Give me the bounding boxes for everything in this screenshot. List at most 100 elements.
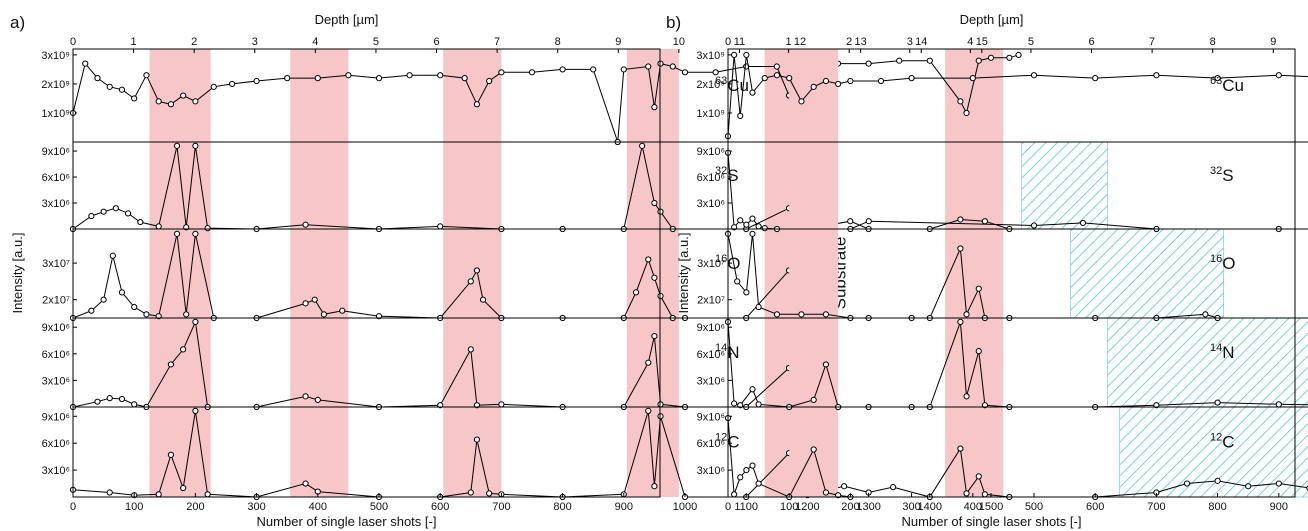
data-point xyxy=(1092,75,1099,82)
isotope-element: N xyxy=(727,343,739,362)
data-point xyxy=(669,63,676,70)
data-point xyxy=(253,77,260,85)
isotope-mass: 14 xyxy=(715,342,727,354)
y-tick-label: 1x10⁹ xyxy=(696,108,725,120)
panel-a: Substrate1x10⁹2x10⁹3x10⁹63Cu3x10⁶6x10⁶9x… xyxy=(10,12,1022,529)
data-point xyxy=(681,69,689,76)
depth-tick-label: 0 xyxy=(70,36,76,48)
depth-tick-label: 3 xyxy=(907,36,913,48)
x-tick-label: 1000 xyxy=(673,501,697,513)
y-tick-label: 3x10⁹ xyxy=(696,50,725,62)
data-point xyxy=(180,484,187,492)
y-tick-label: 3x10⁶ xyxy=(697,198,725,210)
data-point xyxy=(963,490,970,497)
data-point xyxy=(498,401,505,408)
y-tick-label: 3x10⁶ xyxy=(42,465,70,477)
data-point xyxy=(865,218,872,225)
x-axis-label: Number of single laser shots [-] xyxy=(257,514,437,529)
data-point xyxy=(467,346,474,353)
data-point xyxy=(810,446,817,453)
data-point xyxy=(100,296,107,303)
data-point xyxy=(639,142,646,149)
data-point xyxy=(100,208,107,215)
data-point xyxy=(737,217,744,224)
plot-frame xyxy=(727,48,1296,498)
data-point xyxy=(749,462,756,469)
data-point xyxy=(632,289,640,296)
highlight-band xyxy=(443,49,502,497)
depth-tick-label: 8 xyxy=(1210,36,1216,48)
y-tick-label: 9x10⁶ xyxy=(42,322,70,334)
data-point xyxy=(183,311,190,318)
series-line-14N xyxy=(727,321,1308,408)
data-point xyxy=(590,66,597,73)
data-point xyxy=(1030,72,1038,79)
isotope-label-14N: 14N xyxy=(1210,342,1235,362)
isotope-label-63Cu: 63Cu xyxy=(1210,75,1244,95)
data-point xyxy=(651,483,658,490)
data-point xyxy=(106,395,113,402)
isotope-element: S xyxy=(1222,166,1233,185)
series-line-12C xyxy=(72,410,1010,498)
data-point xyxy=(473,101,481,108)
data-point xyxy=(908,75,915,82)
data-point xyxy=(155,491,162,498)
depth-tick-label: 7 xyxy=(494,36,500,48)
data-point xyxy=(302,480,309,487)
data-point xyxy=(651,199,658,207)
data-point xyxy=(841,483,848,490)
data-point xyxy=(88,307,95,314)
data-point xyxy=(173,142,181,149)
panel-b: Substrate1x10⁹2x10⁹3x10⁹63Cu3x10⁶6x10⁶9x… xyxy=(666,12,1308,529)
y-tick-label: 6x10⁶ xyxy=(697,349,725,361)
isotope-element: S xyxy=(727,166,738,185)
data-point xyxy=(1153,72,1160,79)
x-tick-label: 1300 xyxy=(856,501,880,513)
isotope-element: C xyxy=(1222,433,1234,452)
series-line-12C xyxy=(727,418,1308,498)
isotope-label-12C: 12C xyxy=(1210,432,1235,452)
panel-label: b) xyxy=(666,13,681,32)
data-point xyxy=(822,489,830,496)
data-point xyxy=(528,69,536,76)
hatched-region xyxy=(1070,228,1225,319)
data-point xyxy=(467,278,474,285)
data-point xyxy=(473,436,481,443)
data-point xyxy=(473,267,481,274)
data-point xyxy=(865,60,872,67)
data-point xyxy=(1245,483,1252,490)
data-point xyxy=(957,245,964,252)
data-point xyxy=(651,332,658,340)
data-point xyxy=(1275,401,1282,408)
data-point xyxy=(889,484,897,491)
data-point xyxy=(143,311,150,318)
depth-tick-label: 15 xyxy=(976,36,988,48)
data-point xyxy=(737,474,744,481)
data-point xyxy=(645,256,652,263)
isotope-label-16O: 16O xyxy=(1210,253,1235,273)
data-point xyxy=(461,75,468,82)
data-point xyxy=(131,95,138,102)
depth-tick-label: 4 xyxy=(967,36,973,48)
data-point xyxy=(749,230,756,237)
data-point xyxy=(975,348,982,355)
x-tick-label: 900 xyxy=(1270,501,1288,513)
data-point xyxy=(1214,399,1221,406)
series-line-16O xyxy=(72,233,1010,319)
data-point xyxy=(1079,219,1087,227)
data-point xyxy=(773,72,781,79)
isotope-element: O xyxy=(1222,254,1235,273)
data-point xyxy=(131,303,138,311)
isotope-element: Cu xyxy=(1222,76,1244,95)
data-point xyxy=(131,401,138,408)
isotope-mass: 63 xyxy=(715,75,727,87)
data-point xyxy=(743,289,750,296)
x-tick-label: 800 xyxy=(553,501,571,513)
depth-tick-label: 6 xyxy=(1088,36,1094,48)
data-point xyxy=(657,413,664,420)
data-point xyxy=(192,230,199,237)
x-tick-label: 900 xyxy=(615,501,633,513)
data-point xyxy=(957,98,964,105)
y-tick-label: 9x10⁶ xyxy=(697,146,725,158)
